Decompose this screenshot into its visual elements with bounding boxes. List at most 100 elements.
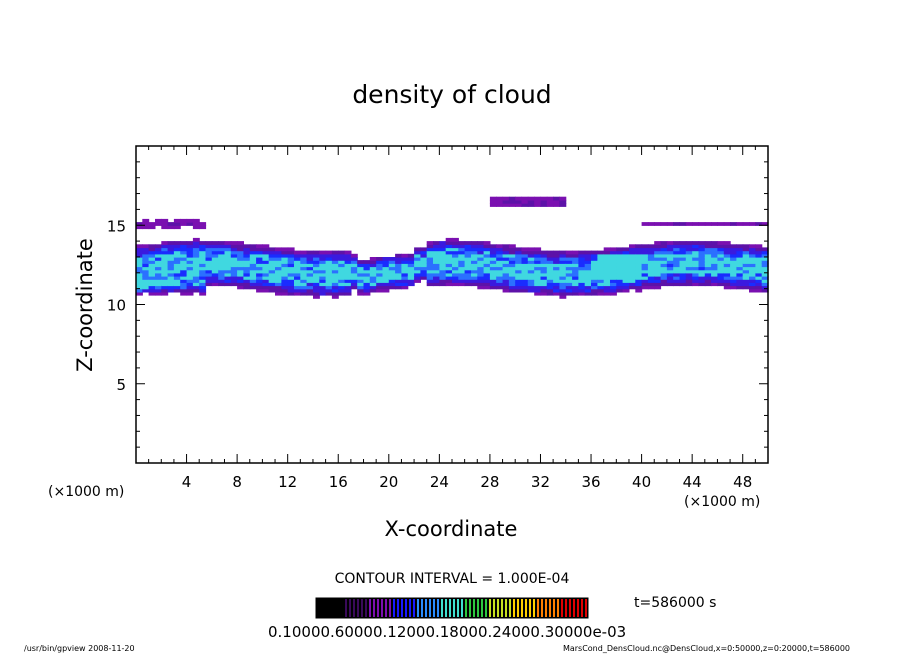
- density-cell: [692, 244, 700, 249]
- density-cell: [205, 250, 213, 255]
- density-cell: [508, 203, 516, 207]
- density-cell: [559, 279, 567, 283]
- density-cell: [483, 266, 491, 271]
- density-cell: [698, 253, 706, 258]
- density-cell: [471, 247, 478, 252]
- density-cell: [192, 253, 200, 258]
- density-cell: [167, 247, 175, 252]
- density-cell: [666, 241, 674, 245]
- density-cell: [546, 288, 554, 293]
- colorbar-stripe: [445, 599, 447, 617]
- density-cell: [641, 247, 649, 252]
- density-cell: [692, 282, 700, 287]
- density-cell: [262, 282, 270, 287]
- density-cell: [610, 247, 617, 252]
- density-cell: [597, 279, 605, 283]
- density-cell: [155, 276, 162, 280]
- density-cell: [635, 260, 643, 264]
- density-cell: [452, 263, 459, 268]
- density-cell: [464, 250, 472, 255]
- density-cell: [471, 276, 478, 280]
- density-cell: [483, 257, 491, 261]
- density-cell: [597, 250, 605, 255]
- density-cell: [464, 269, 472, 274]
- density-cell: [148, 285, 156, 290]
- density-cell: [249, 279, 257, 283]
- density-cell: [452, 279, 459, 283]
- density-cell: [673, 244, 681, 249]
- density-cell: [331, 291, 339, 296]
- footer-right: MarsCond_DensCloud.nc@DensCloud,x=0:5000…: [563, 644, 850, 653]
- density-cell: [155, 260, 162, 264]
- density-cell: [723, 260, 731, 264]
- density-cell: [489, 196, 497, 201]
- density-cell: [679, 282, 687, 287]
- density-cell: [439, 266, 447, 271]
- density-cell: [692, 253, 700, 258]
- density-cell: [635, 279, 643, 283]
- density-cell: [186, 244, 194, 249]
- density-cell: [578, 266, 586, 271]
- density-cell: [300, 276, 308, 280]
- density-cell: [458, 266, 466, 271]
- x-tick-label: 24: [430, 473, 449, 491]
- density-cell: [294, 276, 301, 280]
- density-cell: [553, 279, 560, 283]
- density-cell: [508, 285, 516, 290]
- density-cell: [319, 266, 327, 271]
- density-cell: [388, 266, 396, 271]
- density-cell: [426, 253, 434, 258]
- density-cell: [281, 276, 289, 280]
- density-cell: [401, 272, 409, 277]
- density-cell: [464, 282, 472, 287]
- density-cell: [218, 263, 226, 268]
- density-cell: [496, 279, 504, 283]
- density-cell: [553, 253, 560, 258]
- density-cell: [546, 263, 554, 268]
- density-cell: [483, 241, 491, 245]
- colorbar-label: 0.10000.60000.12000.18000.24000.30000e-0…: [268, 623, 626, 641]
- density-cell: [136, 222, 143, 226]
- density-cell: [660, 244, 668, 249]
- density-cell: [540, 282, 548, 287]
- density-cell: [673, 253, 681, 258]
- density-cell: [414, 279, 421, 283]
- density-cell: [527, 263, 535, 268]
- density-cell: [205, 253, 213, 258]
- density-cell: [647, 260, 655, 264]
- density-cell: [572, 253, 579, 258]
- density-cell: [723, 257, 731, 261]
- density-cell: [610, 282, 617, 287]
- x-unit-right: (×1000 m): [684, 494, 760, 510]
- density-cell: [508, 272, 516, 277]
- density-cell: [237, 250, 244, 255]
- density-cell: [224, 272, 232, 277]
- density-cell: [155, 250, 162, 255]
- colorbar-stripe: [469, 599, 471, 617]
- density-cell: [350, 260, 358, 264]
- density-cell: [369, 269, 377, 274]
- density-cell: [420, 257, 428, 261]
- density-cell: [565, 276, 573, 280]
- density-cell: [287, 285, 295, 290]
- density-cell: [578, 272, 586, 277]
- density-cell: [660, 260, 668, 264]
- density-cell: [534, 250, 542, 255]
- density-cell: [142, 276, 150, 280]
- density-cell: [205, 279, 213, 283]
- density-cell: [711, 260, 718, 264]
- colorbar-stripe: [417, 599, 419, 617]
- density-cell: [584, 276, 592, 280]
- density-cell: [142, 269, 150, 274]
- density-cell: [673, 241, 681, 245]
- density-cell: [331, 288, 339, 293]
- density-cell: [350, 269, 358, 274]
- density-cell: [300, 291, 308, 296]
- density-cell: [275, 279, 282, 283]
- density-cell: [382, 288, 390, 293]
- density-cell: [136, 263, 143, 268]
- density-cell: [540, 257, 548, 261]
- y-axis-label: Z-coordinate: [73, 238, 97, 372]
- density-cell: [685, 253, 693, 258]
- density-cell: [704, 257, 712, 261]
